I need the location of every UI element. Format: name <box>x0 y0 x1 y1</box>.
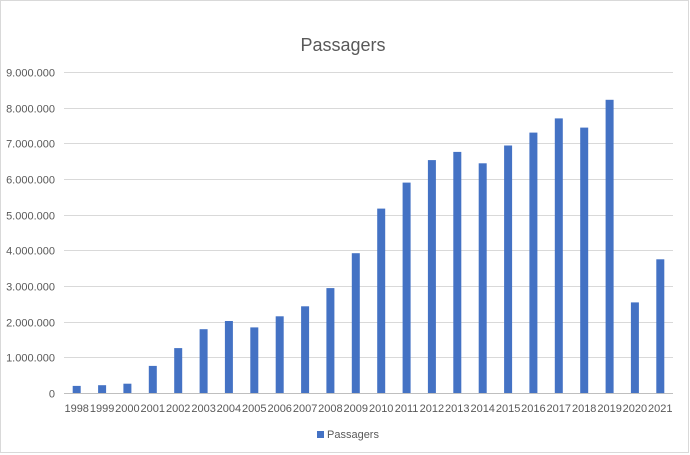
x-tick-label: 2001 <box>141 403 165 415</box>
bar <box>275 316 284 393</box>
x-tick-label: 2014 <box>470 403 494 415</box>
bar <box>529 132 538 393</box>
y-tick-label: 7.000.000 <box>6 139 55 151</box>
x-tick-label: 2011 <box>395 403 419 415</box>
chart-title: Passagers <box>300 35 385 55</box>
x-tick-label: 2019 <box>597 403 621 415</box>
bar <box>580 127 589 393</box>
y-tick-label: 9.000.000 <box>6 68 55 80</box>
y-tick-label: 3.000.000 <box>6 282 55 294</box>
x-axis: 1998 1999 2000 2001 2002 2003 2004 2005 2006 2007… <box>64 403 672 415</box>
x-tick-label: 2018 <box>572 403 596 415</box>
x-tick-label: 2021 <box>648 403 672 415</box>
bar <box>326 288 335 393</box>
x-tick-label: 1998 <box>64 403 88 415</box>
legend-swatch <box>317 431 324 438</box>
bar <box>630 302 639 393</box>
x-tick-label: 2012 <box>420 403 444 415</box>
bar <box>174 348 183 393</box>
bar <box>605 99 614 394</box>
bar <box>351 253 360 393</box>
legend-label: Passagers <box>327 429 379 441</box>
x-tick-label: 2010 <box>369 403 393 415</box>
bar <box>402 182 411 393</box>
bar <box>504 145 513 393</box>
bar <box>199 329 208 393</box>
x-tick-label: 2000 <box>115 403 139 415</box>
x-tick-label: 2017 <box>547 403 571 415</box>
x-tick-label: 2020 <box>623 403 647 415</box>
bar <box>301 306 310 393</box>
y-tick-label: 6.000.000 <box>6 175 55 187</box>
y-tick-label: 8.000.000 <box>6 104 55 116</box>
x-tick-label: 2003 <box>191 403 215 415</box>
legend: Passagers <box>317 429 379 441</box>
bars <box>72 99 665 394</box>
gridlines <box>64 72 673 394</box>
y-axis: 0 1.000.000 2.000.000 3.000.000 4.000.000 5.0… <box>6 68 55 401</box>
y-tick-label: 2.000.000 <box>6 318 55 330</box>
bar <box>123 383 132 393</box>
x-tick-label: 2009 <box>344 403 368 415</box>
x-tick-label: 2005 <box>242 403 266 415</box>
bar <box>554 118 563 394</box>
x-tick-label: 2016 <box>521 403 545 415</box>
bar <box>377 208 386 393</box>
y-tick-label: 5.000.000 <box>6 211 55 223</box>
x-tick-label: 2008 <box>318 403 342 415</box>
y-tick-label: 1.000.000 <box>6 353 55 365</box>
x-tick-label: 2013 <box>445 403 469 415</box>
y-tick-label: 4.000.000 <box>6 246 55 258</box>
bar <box>148 365 157 393</box>
bar <box>656 259 665 394</box>
x-tick-label: 2006 <box>267 403 291 415</box>
x-tick-label: 2015 <box>496 403 520 415</box>
x-tick-label: 2007 <box>293 403 317 415</box>
x-tick-label: 2004 <box>217 403 241 415</box>
bar <box>250 327 259 393</box>
y-tick-label: 0 <box>49 389 55 401</box>
bar <box>72 385 81 393</box>
bar <box>453 151 462 393</box>
bar <box>427 160 436 393</box>
x-tick-label: 2002 <box>166 403 190 415</box>
bar <box>98 385 107 393</box>
x-tick-label: 1999 <box>90 403 114 415</box>
bar <box>478 163 487 393</box>
bar <box>224 321 233 393</box>
